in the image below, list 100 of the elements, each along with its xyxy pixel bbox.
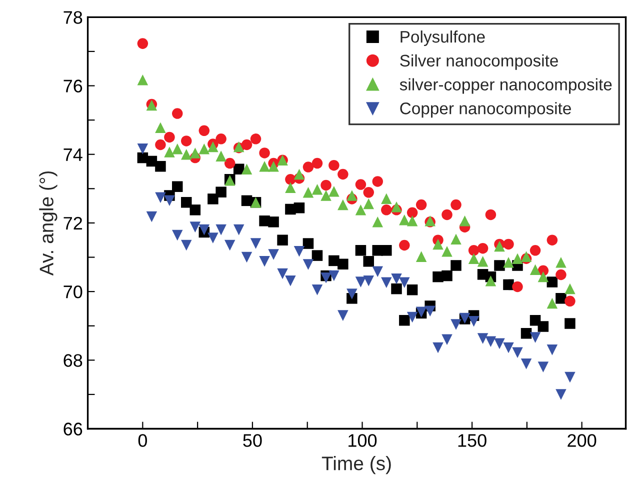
point (302, 259, 314, 270)
point (442, 334, 452, 345)
point (328, 186, 340, 197)
point (468, 253, 480, 264)
point (180, 240, 192, 251)
point (520, 358, 532, 370)
x-tick-label: 200 (568, 434, 596, 447)
point (346, 190, 358, 201)
point (442, 270, 452, 282)
point (520, 328, 532, 339)
point (477, 333, 488, 344)
point (538, 362, 549, 372)
point (198, 125, 210, 136)
point (432, 238, 444, 250)
point (399, 314, 410, 326)
point (172, 230, 183, 241)
point (320, 180, 332, 191)
point (459, 216, 470, 226)
point (338, 168, 348, 180)
legend-label: Polysulfone (400, 30, 485, 46)
point (503, 257, 514, 268)
point (216, 186, 226, 198)
point (406, 312, 418, 323)
point (530, 332, 541, 343)
point (268, 216, 279, 228)
point (208, 141, 218, 152)
point (363, 256, 374, 267)
point (503, 342, 514, 354)
point (224, 240, 236, 251)
legend-label: silver-copper nanocomposite (400, 78, 612, 94)
point (363, 187, 374, 198)
point (137, 38, 148, 49)
point (164, 146, 175, 158)
point (372, 176, 383, 187)
point (328, 270, 340, 282)
point (208, 194, 218, 204)
point (198, 224, 210, 236)
point (320, 190, 332, 201)
x-tick-label: 50 (243, 434, 262, 447)
point (406, 207, 418, 218)
point (494, 338, 505, 350)
point (512, 347, 523, 358)
point (294, 202, 305, 214)
point (485, 209, 496, 220)
y-axis-title: Av. angle (°) (39, 171, 58, 276)
x-axis-title: Time (s) (322, 456, 391, 474)
point (477, 256, 488, 267)
point (406, 216, 418, 226)
point (477, 242, 488, 254)
y-tick-label: 72 (64, 216, 82, 230)
point (564, 372, 576, 383)
point (241, 252, 252, 263)
point (432, 342, 444, 354)
point (216, 224, 226, 236)
point (512, 281, 523, 292)
point (503, 238, 514, 250)
y-tick-label: 78 (64, 11, 82, 24)
point (155, 139, 166, 150)
point (233, 224, 244, 236)
point (450, 234, 462, 244)
point (216, 134, 226, 144)
y-tick-label: 66 (64, 422, 82, 436)
point (312, 284, 323, 296)
point (442, 246, 452, 257)
point (224, 158, 236, 169)
point (556, 293, 566, 304)
point (338, 258, 348, 270)
point (546, 234, 558, 246)
point (399, 277, 410, 288)
point (277, 234, 288, 246)
point (294, 246, 305, 257)
y-tick-label: 70 (64, 285, 82, 298)
point (180, 148, 192, 160)
point (268, 160, 279, 172)
point (450, 319, 462, 330)
point (268, 249, 279, 260)
point (328, 160, 340, 171)
point (259, 148, 270, 158)
point (355, 179, 366, 190)
point (146, 211, 158, 222)
point (556, 257, 566, 268)
point (381, 277, 392, 288)
point (424, 306, 436, 316)
point (259, 256, 270, 267)
point (259, 160, 270, 172)
legend-label: Silver nanocomposite (400, 54, 558, 70)
legend-label: Copper nanocomposite (400, 102, 571, 118)
y-tick-label: 76 (64, 80, 82, 92)
point (546, 344, 558, 356)
point (250, 134, 262, 144)
point (564, 296, 576, 307)
point (312, 184, 323, 195)
point (180, 196, 192, 208)
point (391, 283, 402, 294)
point (285, 182, 296, 193)
point (363, 198, 374, 210)
point (241, 139, 252, 150)
point (355, 245, 366, 256)
point (250, 238, 262, 249)
point (416, 199, 427, 210)
